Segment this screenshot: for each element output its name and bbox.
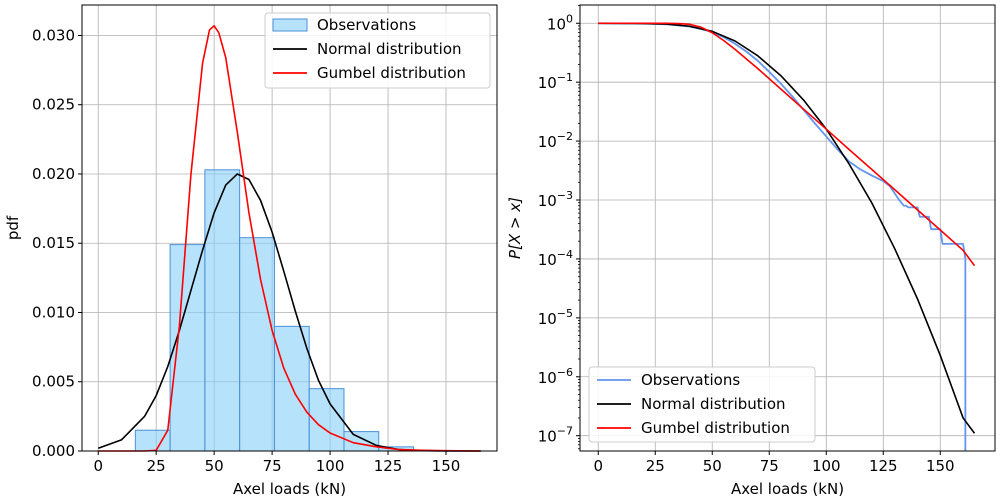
y-tick-label: 10−2 [538, 130, 573, 151]
y-axis-label: pdf [4, 215, 22, 240]
legend-box [264, 12, 491, 89]
x-tick-label: 25 [646, 457, 665, 475]
plot-area [598, 22, 976, 451]
x-tick-label: 50 [703, 457, 722, 475]
x-tick-label: 75 [760, 457, 779, 475]
y-tick-label: 0.025 [32, 96, 75, 114]
y-tick-label: 10−1 [538, 71, 573, 92]
x-tick-label: 75 [263, 457, 282, 475]
x-tick-label: 50 [205, 457, 224, 475]
y-tick-label: 10−3 [538, 189, 573, 210]
x-tick-label: 125 [869, 457, 898, 475]
legend-box [588, 366, 816, 443]
histogram-bar [134, 429, 171, 452]
y-axis-label: P[X > x] [506, 197, 524, 259]
x-tick-label: 150 [432, 457, 461, 475]
x-tick-label: 0 [93, 457, 103, 475]
histogram-bar [169, 244, 206, 452]
y-tick-label: 0.000 [32, 442, 75, 460]
series-line [97, 173, 481, 452]
legend: Observations Normal distribution Gumbel di… [588, 366, 816, 443]
x-tick-label: 25 [147, 457, 166, 475]
x-tick-label: 150 [926, 457, 955, 475]
y-tick-label: 0.030 [32, 26, 75, 44]
series-line [98, 24, 481, 452]
y-tick-label: 0.010 [32, 303, 75, 321]
x-axis-label: Axel loads (kN) [731, 480, 844, 498]
legend-gumbel-label: Gumbel distribution [641, 419, 790, 437]
histogram-bar [204, 169, 241, 452]
legend-normal-label: Normal distribution [641, 395, 786, 413]
legend: Observations Normal distribution Gumbel di… [264, 12, 491, 89]
y-tick-label: 10−6 [538, 366, 573, 387]
histogram-bar [273, 325, 310, 452]
legend-observations-label: Observations [641, 371, 740, 389]
exceedance-panel: 0 25 50 75 100 125 150 10−7 10−6 10−5 10−4 10−3 10−2… [506, 4, 996, 498]
y-tick-label: 10−5 [538, 307, 573, 328]
x-tick-label: 0 [593, 457, 603, 475]
x-tick-label: 125 [374, 457, 403, 475]
series-line [598, 22, 967, 451]
legend-label-gumbel: Gumbel distribution [317, 64, 466, 82]
x-axis-label: Axel loads (kN) [233, 480, 346, 498]
x-tick-label: 100 [812, 457, 841, 475]
y-tick-label: 10−7 [538, 425, 573, 446]
y-tick-label: 0.015 [32, 234, 75, 252]
legend-swatch-observations [272, 18, 308, 32]
legend-label-observations: Observations [317, 16, 416, 34]
x-tick-label: 100 [316, 457, 345, 475]
series-line [598, 22, 976, 267]
plot-frame [579, 4, 996, 452]
histogram-bar [239, 237, 275, 452]
y-tick-label: 0.005 [32, 373, 75, 391]
y-tick-label: 100 [547, 12, 573, 33]
legend-label-normal: Normal distribution [317, 40, 462, 58]
plot-frame [81, 4, 498, 452]
y-tick-label: 10−4 [538, 248, 573, 269]
series-line [598, 22, 976, 434]
pdf-panel: 0 25 50 75 100 125 150 0.000 0.005 0.010 0.015 0.02… [4, 4, 498, 498]
y-tick-label: 0.020 [32, 165, 75, 183]
